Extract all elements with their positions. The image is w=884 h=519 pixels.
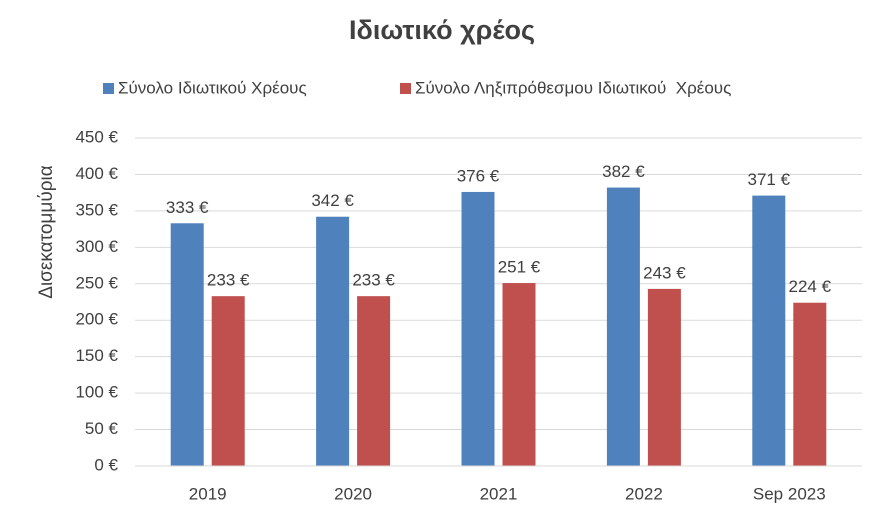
x-tick-label: Sep 2023 [753,484,826,503]
chart-title: Ιδιωτικό χρέος [349,15,535,45]
value-label: 233 € [207,271,250,290]
bar [606,187,640,466]
value-label: 342 € [311,191,354,210]
value-label: 224 € [789,277,832,296]
value-label: 233 € [352,271,395,290]
x-tick-label: 2021 [480,484,518,503]
value-label: 243 € [643,263,686,282]
y-tick-label: 50 € [85,419,119,438]
legend-label: Σύνολο Ληξιπρόθεσμου Ιδιωτικού Χρέους [415,78,731,97]
y-tick-label: 350 € [75,200,118,219]
y-tick-label: 150 € [75,346,118,365]
legend-swatch [400,83,411,94]
bar [316,216,350,466]
bar [502,283,536,466]
x-tick-label: 2020 [334,484,372,503]
y-tick-label: 450 € [75,127,118,146]
y-tick-label: 200 € [75,310,118,329]
x-tick-label: 2022 [625,484,663,503]
y-tick-label: 300 € [75,237,118,256]
value-label: 333 € [166,198,209,217]
bar [170,223,204,466]
bar [211,296,245,466]
legend-label: Σύνολο Ιδιωτικού Χρέους [118,78,307,97]
y-tick-label: 0 € [94,455,118,474]
bar [647,288,681,466]
value-label: 251 € [498,258,541,277]
value-label: 371 € [748,170,791,189]
value-label: 382 € [602,162,645,181]
y-tick-label: 100 € [75,383,118,402]
y-tick-label: 400 € [75,164,118,183]
bar [357,296,391,466]
legend-swatch [103,83,114,94]
bar [461,191,495,466]
y-tick-label: 250 € [75,273,118,292]
x-tick-label: 2019 [189,484,227,503]
bar [752,195,786,467]
bar [793,302,827,466]
value-label: 376 € [457,166,500,185]
y-axis-label: Δισεκατομμύρια [36,165,57,298]
